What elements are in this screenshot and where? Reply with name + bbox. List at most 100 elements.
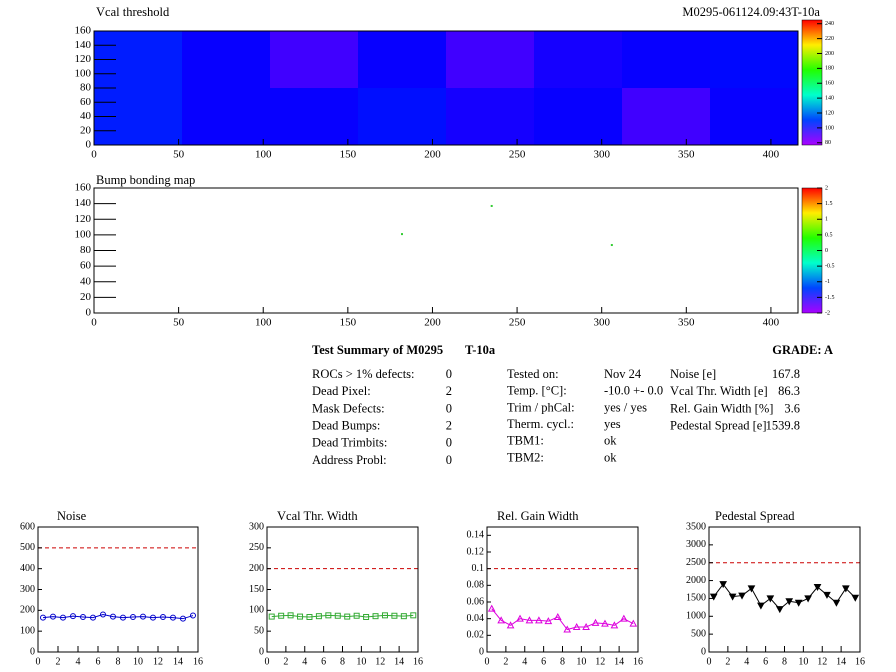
y-tick-label: 100 [75, 228, 92, 240]
roc-cell [358, 88, 446, 145]
chart-title: Pedestal Spread [715, 509, 795, 523]
marker [268, 613, 275, 620]
x-tick-label: 16 [633, 656, 643, 667]
marker [90, 614, 96, 621]
x-tick-label: 6 [541, 656, 546, 667]
y-tick-label: 500 [691, 628, 706, 639]
y-tick-label: 1500 [686, 593, 706, 604]
y-tick-label: 20 [80, 124, 92, 136]
marker [747, 585, 756, 593]
x-tick-label: 16 [855, 656, 865, 667]
palette-label: 120 [825, 110, 834, 116]
marker [70, 613, 76, 620]
module-id: M0295-061124.09:43T-10a [682, 5, 820, 19]
y-tick-label: 160 [75, 182, 92, 194]
y-tick-label: 400 [20, 563, 35, 574]
marker [785, 598, 794, 606]
y-tick-label: 0.06 [467, 596, 485, 607]
x-tick-label: 100 [255, 149, 272, 161]
y-tick-label: 100 [75, 67, 92, 79]
summary-label: ROCs > 1% defects: [312, 367, 415, 381]
marker [813, 584, 822, 592]
marker [516, 614, 524, 622]
x-tick-label: 150 [340, 317, 357, 329]
marker [591, 618, 600, 626]
summary-value: Nov 24 [604, 367, 642, 381]
x-tick-label: 16 [413, 656, 423, 667]
palette-label: 180 [825, 66, 834, 72]
x-tick-label: 10 [798, 656, 808, 667]
marker [297, 613, 304, 620]
x-tick-label: 0 [91, 317, 97, 329]
palette-label: 140 [825, 96, 834, 102]
x-tick-label: 2 [503, 656, 508, 667]
chart-title: Bump bonding map [96, 173, 195, 187]
y-tick-label: 160 [75, 25, 92, 37]
marker [344, 613, 351, 620]
y-tick-label: 3000 [686, 539, 706, 550]
point [610, 244, 613, 247]
marker [278, 612, 285, 619]
grade: GRADE: A [772, 343, 833, 357]
y-tick-label: 200 [20, 605, 35, 616]
x-tick-label: 300 [593, 317, 610, 329]
plot-frame [266, 526, 419, 653]
marker [80, 614, 86, 620]
summary-label: Vcal Thr. Width [e] [670, 384, 768, 398]
summary-label: Therm. cycl.: [507, 417, 574, 431]
y-tick-label: 300 [249, 521, 264, 532]
marker [315, 613, 322, 620]
summary-label: Temp. [°C]: [507, 384, 567, 398]
x-tick-label: 0 [36, 656, 41, 667]
x-tick-label: 0 [707, 656, 712, 667]
chart-title: Rel. Gain Width [497, 509, 579, 523]
x-tick-label: 6 [763, 656, 768, 667]
y-tick-label: 0 [86, 307, 92, 319]
marker [775, 606, 784, 614]
y-tick-label: 40 [80, 275, 92, 287]
x-tick-label: 4 [522, 656, 527, 667]
x-tick-label: 2 [56, 656, 61, 667]
summary-label: Address Probl: [312, 453, 387, 467]
palette-label: 2 [825, 185, 828, 191]
plot-frame [708, 526, 861, 653]
marker [601, 619, 609, 627]
summary-value: 1539.8 [766, 418, 800, 432]
marker [40, 614, 46, 621]
y-tick-label: 0.12 [467, 546, 485, 557]
x-tick-label: 12 [375, 656, 385, 667]
x-tick-label: 350 [678, 317, 695, 329]
x-tick-label: 6 [321, 656, 326, 667]
marker [130, 614, 136, 620]
summary-value: 0 [446, 367, 452, 381]
y-tick-label: 600 [20, 521, 35, 532]
series-line [491, 608, 634, 631]
marker [497, 616, 505, 624]
y-tick-label: 60 [80, 96, 92, 108]
y-tick-label: 120 [75, 53, 92, 65]
chart-title: Vcal Thr. Width [277, 509, 358, 523]
x-tick-label: 0 [91, 149, 97, 161]
marker [620, 614, 628, 622]
palette-label: 80 [825, 140, 831, 146]
marker [728, 593, 737, 601]
x-tick-label: 200 [424, 317, 441, 329]
y-tick-label: 300 [20, 584, 35, 595]
marker [506, 621, 515, 629]
y-tick-label: 250 [249, 542, 264, 553]
marker [50, 613, 56, 620]
y-tick-label: 80 [80, 244, 92, 256]
marker [160, 614, 166, 620]
marker [381, 612, 388, 619]
y-tick-label: 80 [80, 82, 92, 94]
marker [544, 617, 553, 625]
marker [823, 591, 831, 599]
x-tick-label: 14 [173, 656, 183, 667]
marker [400, 613, 407, 620]
x-tick-label: 8 [560, 656, 565, 667]
palette-label: 1 [825, 217, 828, 223]
summary-label: Noise [e] [670, 367, 716, 381]
marker [582, 622, 590, 630]
marker [572, 622, 581, 630]
y-tick-label: 140 [75, 197, 92, 209]
